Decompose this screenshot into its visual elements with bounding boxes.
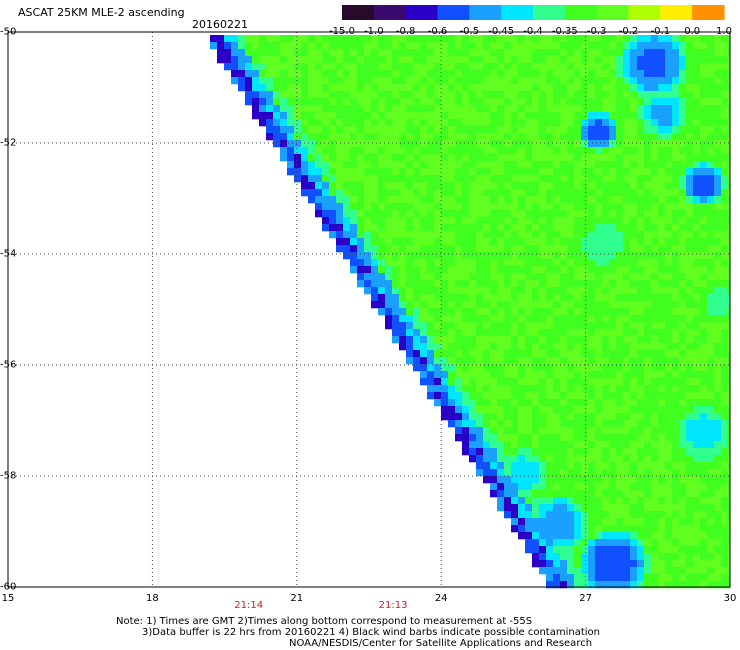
- longitude-label: 21: [290, 593, 304, 604]
- graticule: [8, 32, 730, 587]
- colorbar-label: 1.0: [716, 26, 732, 37]
- map-title: ASCAT 25KM MLE-2 ascending: [18, 6, 185, 19]
- colorbar-label: -0.2: [618, 26, 639, 37]
- plot-frame: [7, 31, 731, 588]
- colorbar-segment: [564, 5, 598, 20]
- mle-data-cells: [210, 35, 731, 589]
- colorbar-segment: [405, 5, 439, 20]
- colorbar-segment: [437, 5, 470, 20]
- colorbar-label: -0.45: [488, 26, 515, 37]
- latitude-label: -58: [0, 470, 17, 482]
- latitude-label: -52: [0, 137, 17, 149]
- colorbar-segment: [596, 5, 630, 20]
- colorbar-label: -1.0: [364, 26, 384, 37]
- colorbar-label: -0.5: [459, 26, 480, 37]
- colorbar-segment: [342, 5, 375, 20]
- colorbar-label: -0.3: [586, 26, 607, 37]
- colorbar: [342, 5, 725, 20]
- longitude-label: 15: [1, 593, 15, 604]
- longitude-label: 18: [146, 593, 159, 604]
- colorbar-label: -0.1: [650, 26, 671, 37]
- colorbar-label: -0.4: [523, 26, 543, 37]
- longitude-label: 24: [434, 593, 448, 604]
- colorbar-label: -0.8: [395, 26, 416, 37]
- latitude-label: -54: [0, 248, 17, 260]
- colorbar-label: -0.35: [551, 26, 578, 37]
- note-line-1: Note: 1) Times are GMT 2)Times along bot…: [116, 616, 533, 627]
- longitude-label: 27: [579, 593, 592, 604]
- longitude-label: 30: [723, 593, 737, 604]
- colorbar-segment: [692, 5, 725, 20]
- colorbar-label: -15.0: [329, 26, 355, 37]
- latitude-label: -60: [0, 581, 17, 593]
- colorbar-segment: [373, 5, 407, 20]
- time-label: 21:14: [234, 600, 264, 611]
- note-line-3: NOAA/NESDIS/Center for Satellite Applica…: [289, 638, 593, 649]
- colorbar-label: -0.6: [427, 26, 448, 37]
- colorbar-segment: [660, 5, 693, 20]
- latitude-label: -50: [0, 26, 17, 38]
- colorbar-segment: [533, 5, 566, 20]
- colorbar-segment: [469, 5, 502, 20]
- colorbar-segment: [628, 5, 661, 20]
- map-date: 20160221: [192, 18, 248, 31]
- colorbar-label: 0.0: [684, 26, 701, 37]
- colorbar-segment: [501, 5, 534, 20]
- latitude-label: -56: [0, 359, 17, 371]
- time-label: 21:13: [378, 600, 408, 611]
- note-line-2: 3)Data buffer is 22 hrs from 20160221 4)…: [142, 627, 600, 638]
